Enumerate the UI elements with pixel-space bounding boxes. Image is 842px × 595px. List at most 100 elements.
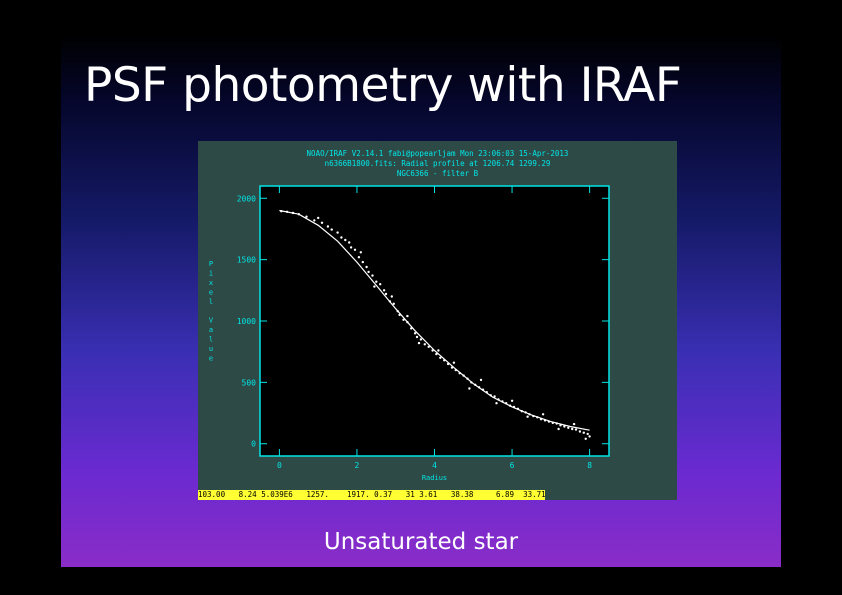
data-point <box>485 391 488 394</box>
data-point <box>344 238 347 242</box>
data-point <box>371 274 374 277</box>
y-axis-label-char: l <box>209 336 213 344</box>
x-tick-label: 6 <box>510 461 515 470</box>
plot-area <box>260 186 609 456</box>
y-tick-label: 500 <box>242 378 257 387</box>
data-point <box>497 398 500 401</box>
data-point <box>285 210 289 213</box>
data-point <box>443 359 446 362</box>
data-point <box>382 289 386 292</box>
data-point <box>280 210 283 213</box>
data-point <box>479 378 483 382</box>
data-point <box>379 283 382 286</box>
data-point <box>572 422 576 426</box>
iraf-header-line-2: n6366B1800.fits: Radial profile at 1206.… <box>324 159 551 168</box>
data-point <box>384 292 388 296</box>
y-tick-label: 0 <box>251 440 256 449</box>
slide-title: PSF photometry with IRAF <box>84 58 682 113</box>
data-point <box>567 426 570 429</box>
data-point <box>365 265 368 269</box>
data-point <box>578 430 582 433</box>
data-point <box>559 424 562 427</box>
data-point <box>477 386 481 389</box>
data-point <box>543 419 547 422</box>
y-axis-label-char: x <box>209 279 213 287</box>
data-point <box>326 225 330 228</box>
data-point <box>297 213 300 216</box>
data-point <box>532 414 535 418</box>
data-point <box>539 418 543 421</box>
data-point <box>452 361 456 364</box>
data-point <box>489 394 492 397</box>
data-point <box>571 427 574 431</box>
data-point <box>427 345 430 348</box>
data-point <box>551 421 554 425</box>
y-axis-label-char: e <box>209 289 213 297</box>
data-point <box>361 260 364 264</box>
data-point <box>582 431 585 434</box>
data-point <box>547 420 551 423</box>
y-tick-label: 2000 <box>237 194 256 203</box>
data-point <box>481 388 485 391</box>
data-point <box>320 221 324 224</box>
data-point <box>541 413 545 416</box>
data-point <box>470 381 473 384</box>
data-point <box>330 228 333 231</box>
y-tick-label: 1000 <box>237 317 256 326</box>
slide-caption: Unsaturated star <box>323 529 519 555</box>
data-point <box>388 300 392 303</box>
iraf-header-line-1: NOAO/IRAF V2.14.1 fabi@popearljam Mon 23… <box>306 149 569 158</box>
data-point <box>392 302 395 305</box>
data-point <box>574 428 578 431</box>
y-axis-label-char: u <box>209 345 213 353</box>
data-point <box>402 318 405 321</box>
data-point <box>446 362 450 366</box>
data-point <box>406 321 409 324</box>
data-point <box>413 332 417 335</box>
y-axis-label-char: e <box>209 355 213 363</box>
data-point <box>435 352 438 356</box>
data-point <box>526 415 529 418</box>
data-point <box>396 310 399 313</box>
data-point <box>439 356 442 359</box>
y-tick-label: 1500 <box>237 256 256 265</box>
data-point <box>510 399 514 402</box>
data-point <box>563 425 566 428</box>
data-point <box>353 248 357 251</box>
y-axis-label-char: i <box>209 270 213 278</box>
data-point <box>462 374 465 377</box>
x-tick-label: 4 <box>432 461 437 470</box>
data-point <box>493 395 496 398</box>
data-point <box>501 400 504 403</box>
data-point <box>450 366 454 369</box>
data-point <box>390 295 393 298</box>
cursor-status-bar: 103.00 8.24 5.039E6 1257. 1917. 0.37 31 … <box>198 490 545 500</box>
data-point <box>398 313 401 317</box>
data-point <box>520 410 523 413</box>
data-point <box>348 241 351 244</box>
data-point <box>557 427 560 431</box>
data-point <box>505 402 508 405</box>
data-point <box>524 411 527 414</box>
data-point <box>317 216 320 220</box>
y-axis-label-char: a <box>209 326 213 334</box>
x-tick-label: 0 <box>277 461 282 470</box>
data-point <box>454 368 457 372</box>
data-point <box>406 314 409 318</box>
data-point <box>357 256 361 259</box>
data-point <box>468 387 471 390</box>
data-point <box>359 251 362 254</box>
x-tick-label: 8 <box>587 461 592 470</box>
data-point <box>466 377 469 380</box>
data-point <box>508 404 512 407</box>
data-point <box>458 372 461 375</box>
iraf-graphics-window: NOAO/IRAF V2.14.1 fabi@popearljam Mon 23… <box>198 141 677 500</box>
data-point <box>516 407 520 410</box>
data-point <box>291 211 295 215</box>
data-point <box>373 285 376 288</box>
data-point <box>375 280 378 283</box>
data-point <box>555 422 558 425</box>
x-axis-label: Radius <box>422 474 447 482</box>
data-point <box>410 327 413 330</box>
